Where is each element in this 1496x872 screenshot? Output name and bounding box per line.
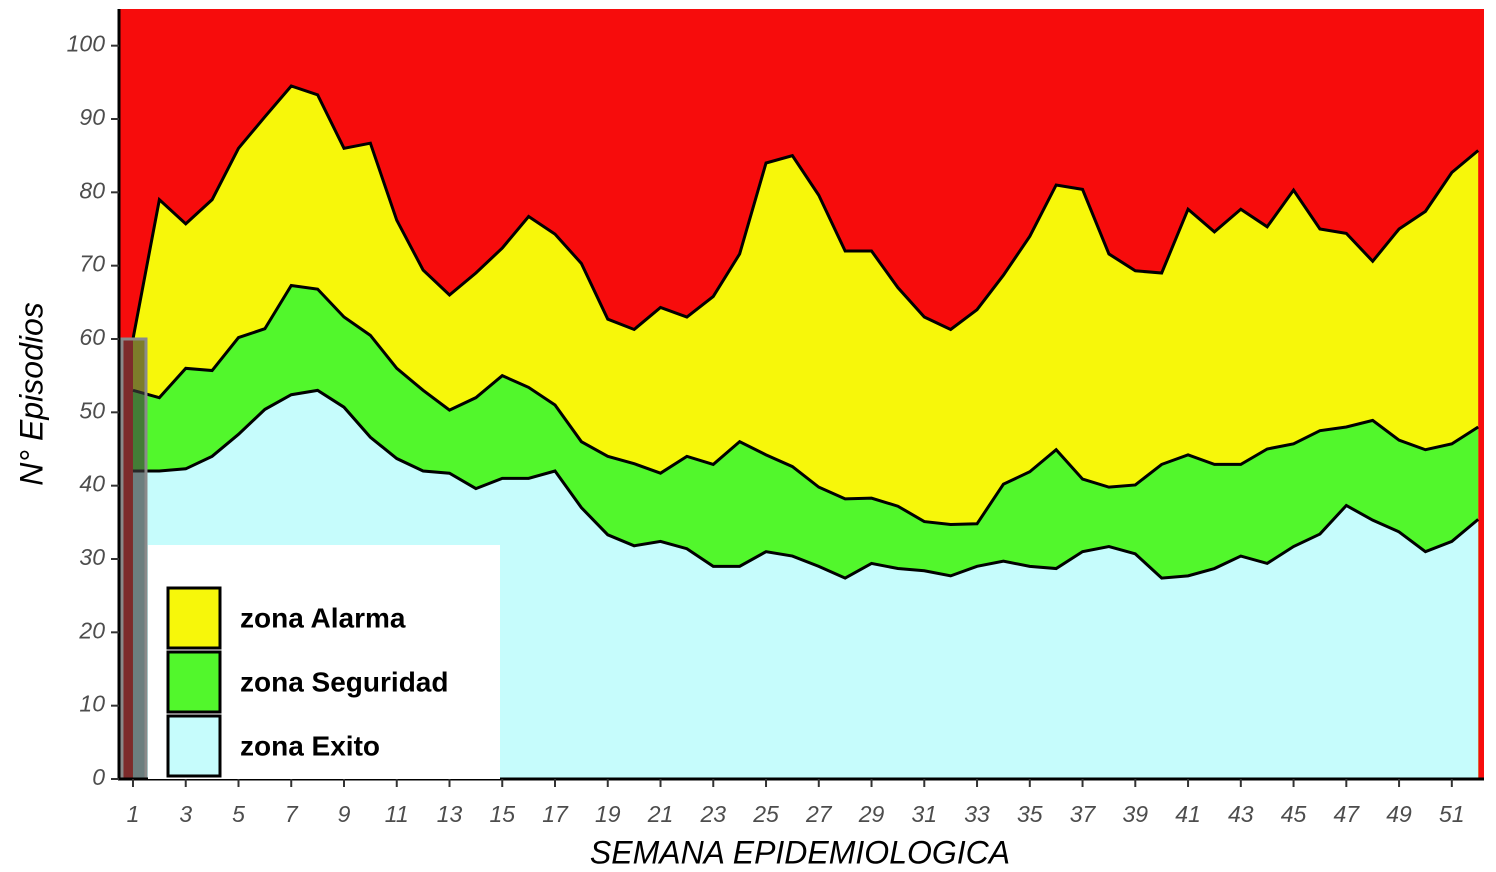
y-tick-label: 80 <box>79 177 105 203</box>
x-tick-label: 31 <box>911 801 937 827</box>
x-tick-label: 47 <box>1334 801 1361 827</box>
x-tick-label: 25 <box>752 801 779 827</box>
x-tick-label: 49 <box>1386 801 1412 827</box>
legend-swatch <box>166 714 222 778</box>
y-tick-label: 60 <box>79 324 105 350</box>
x-tick-label: 23 <box>699 801 726 827</box>
legend-swatch <box>166 650 222 714</box>
area-outline <box>131 84 1480 340</box>
x-tick-label: 11 <box>385 801 409 827</box>
y-axis-title: N° Episodios <box>13 302 49 486</box>
y-tick-label: 0 <box>92 764 105 790</box>
x-tick-label: 9 <box>338 801 351 827</box>
y-tick-label: 90 <box>79 104 105 130</box>
y-tick-label: 30 <box>79 544 105 570</box>
legend-swatch <box>166 586 222 650</box>
x-tick-label: 29 <box>858 801 885 827</box>
y-tick-label: 40 <box>79 471 105 497</box>
x-axis-title: SEMANA EPIDEMIOLOGICA <box>590 834 1010 870</box>
y-tick-label: 100 <box>67 31 106 57</box>
x-tick-label: 39 <box>1123 801 1149 827</box>
x-tick-label: 41 <box>1175 801 1201 827</box>
bar <box>120 337 148 781</box>
legend-label: zona Alarma <box>240 602 406 633</box>
x-tick-label: 17 <box>542 801 569 827</box>
x-tick-label: 43 <box>1228 801 1254 827</box>
y-tick-label: 70 <box>79 251 105 277</box>
x-tick-label: 45 <box>1281 801 1307 827</box>
x-tick-label: 21 <box>647 801 674 827</box>
x-tick-label: 7 <box>285 801 299 827</box>
x-tick-label: 51 <box>1439 801 1465 827</box>
x-tick-label: 5 <box>232 801 245 827</box>
x-tick-label: 33 <box>964 801 990 827</box>
x-tick-label: 1 <box>127 801 140 827</box>
legend-label: zona Seguridad <box>240 666 448 697</box>
y-tick-label: 20 <box>78 617 105 643</box>
x-tick-label: 13 <box>437 801 463 827</box>
x-tick-label: 15 <box>489 801 515 827</box>
area-outline <box>132 388 1480 580</box>
x-tick-label: 27 <box>805 801 833 827</box>
area-outline <box>132 283 1480 527</box>
legend-label: zona Exito <box>240 730 380 761</box>
y-tick-label: 10 <box>79 691 105 717</box>
y-tick-label: 50 <box>79 397 105 423</box>
x-tick-label: 35 <box>1017 801 1043 827</box>
x-tick-label: 3 <box>179 801 192 827</box>
x-tick-label: 19 <box>595 801 621 827</box>
x-tick-label: 37 <box>1070 801 1097 827</box>
